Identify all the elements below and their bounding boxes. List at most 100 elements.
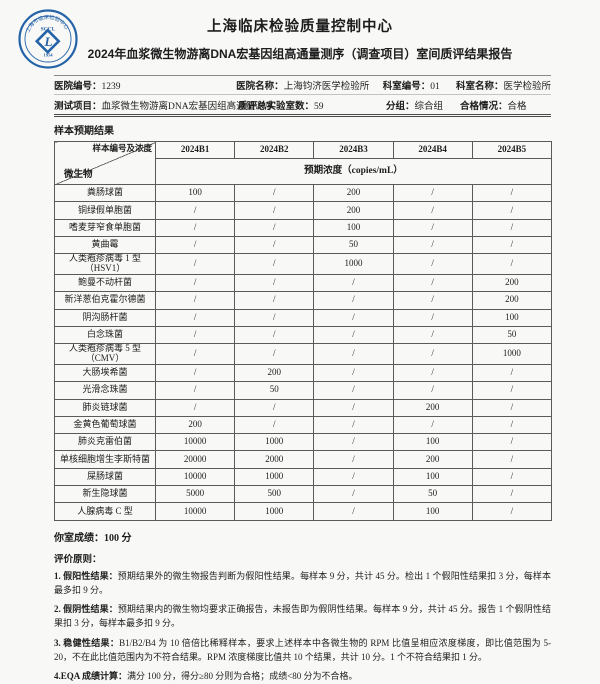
group-value: 综合组 xyxy=(414,101,444,112)
microbe-name-cell: 新洋葱伯克霍尔德菌 xyxy=(54,291,156,310)
concentration-value-cell: 500 xyxy=(234,485,315,504)
score-line: 你室成绩：100 分 xyxy=(54,532,132,544)
concentration-value-cell: / xyxy=(392,183,473,203)
concentration-value-cell: 200 xyxy=(234,363,315,383)
microbe-name-cell: 阴沟肠杆菌 xyxy=(54,308,156,327)
table-row: 人类疱疹病毒 1 型（HSV1） //1000// xyxy=(54,253,552,275)
table-row: 嗜麦芽窄食单胞菌 //100// xyxy=(54,218,552,237)
table-row: 粪肠球菌 100/200// xyxy=(54,183,552,203)
hospital-name: 医院名称：上海钧济医学检验所 xyxy=(236,78,383,92)
concentration-value-cell: / xyxy=(234,415,315,435)
lab-count: 质评总实验室数：59 xyxy=(238,98,386,112)
microbe-name-cell: 人类疱疹病毒 1 型（HSV1） xyxy=(54,253,156,275)
microbe-name-cell: 金黄色葡萄球菌 xyxy=(54,415,156,435)
hospital-id-value: 1239 xyxy=(101,82,121,92)
concentration-value-cell: / xyxy=(234,325,315,345)
logo-year: 1954 xyxy=(43,53,53,58)
concentration-value-cell: 100 xyxy=(154,183,236,203)
microbe-name-cell: 光滑念珠菌 xyxy=(54,381,156,400)
microbe-name-cell: 大肠埃希菌 xyxy=(54,363,156,383)
criteria-title: 评价原则： xyxy=(54,554,102,565)
concentration-value-cell: / xyxy=(234,201,315,220)
logo-outer-ring xyxy=(18,9,78,69)
department-id-value: 01 xyxy=(430,82,440,92)
table-row: 铜绿假单胞菌 //200// xyxy=(54,201,552,220)
concentration-value-cell: / xyxy=(154,363,236,383)
expected-concentration-header: 预期浓度（copies/mL） xyxy=(155,158,552,185)
concentration-value-cell: 1000 xyxy=(234,502,315,521)
concentration-value-cell: 100 xyxy=(392,502,473,521)
concentration-value-cell: 1000 xyxy=(471,343,552,365)
concentration-value-cell: 10000 xyxy=(154,502,236,521)
concentration-value-cell: / xyxy=(471,450,552,469)
concentration-value-cell: / xyxy=(313,433,394,452)
concentration-value-cell: / xyxy=(154,343,236,365)
table-row: 屎肠球菌 10000 1000/100/ xyxy=(54,467,552,487)
sample-header: 2024B4 xyxy=(392,141,473,159)
hospital-name-label: 医院名称： xyxy=(236,82,284,92)
table-row: 新生隐球菌 5000 500/50/ xyxy=(54,485,552,504)
concentration-value-cell: / xyxy=(154,291,236,310)
section-title: 样本预期结果 xyxy=(54,126,114,137)
test-item-label: 测试项目： xyxy=(54,101,102,112)
concentration-value-cell: / xyxy=(471,218,552,237)
microbe-name-cell: 白念珠菌 xyxy=(54,325,156,345)
concentration-value-cell: / xyxy=(313,485,394,504)
concentration-value-cell: / xyxy=(313,467,394,487)
concentration-value-cell: / xyxy=(471,398,552,417)
microbe-name-cell: 铜绿假单胞菌 xyxy=(54,201,156,220)
corner-label-microbe: 微生物 xyxy=(64,169,93,180)
microbe-name-cell: 屎肠球菌 xyxy=(54,467,156,487)
pass-status-label: 合格情况： xyxy=(460,101,508,112)
sample-header: 2024B3 xyxy=(313,141,394,159)
concentration-value-cell: / xyxy=(154,201,236,220)
concentration-value-cell: / xyxy=(471,415,552,435)
table-row: 白念珠菌 / / //50 xyxy=(54,325,552,345)
info-row-1: 医院编号：1239 医院名称：上海钧济医学检验所 科室编号：01 科室名称：医学… xyxy=(54,76,551,95)
department-id: 科室编号：01 xyxy=(383,78,456,92)
microbe-name-cell: 人类疱疹病毒 5 型（CMV） xyxy=(54,343,156,365)
concentration-value-cell: / xyxy=(234,308,315,327)
criterion-text: 预期结果外的微生物报告判断为假阳性结果。每样本 9 分，共计 45 分。检出 1… xyxy=(54,571,551,596)
report-title: 2024年血浆微生物游离DNA宏基因组高通量测序（调查项目）室间质评结果报告 xyxy=(87,47,513,61)
microbe-name-cell: 新生隐球菌 xyxy=(54,485,156,504)
criterion-eqa-score: 4.EQA 成绩计算：满分 100 分，得分≥80 分则为合格；成绩<80 分为… xyxy=(54,670,551,684)
concentration-value-cell: / xyxy=(471,381,552,400)
criterion-label: 4.EQA 成绩计算： xyxy=(54,671,128,682)
concentration-value-cell: 200 xyxy=(313,183,394,203)
department-name-label: 科室名称： xyxy=(455,82,504,92)
table-row: 鲍曼不动杆菌 / / //200 xyxy=(54,273,552,293)
microbe-name-cell: 黄曲霉 xyxy=(54,235,156,255)
concentration-value-cell: / xyxy=(471,183,552,203)
concentration-value-cell: / xyxy=(471,433,552,452)
concentration-value-cell: / xyxy=(313,502,394,521)
concentration-value-cell: 1000 xyxy=(313,253,394,275)
department-name-value: 医学检验所 xyxy=(503,82,551,92)
concentration-value-cell: / xyxy=(392,218,473,237)
subheader-row: 预期浓度（copies/mL） xyxy=(55,158,552,185)
logo-monogram: L xyxy=(44,34,53,49)
table-row: 肺炎链球菌 / //200/ xyxy=(54,398,552,417)
microbe-name-cell: 鲍曼不动杆菌 xyxy=(54,273,156,293)
microbe-name-cell: 肺炎链球菌 xyxy=(54,398,156,417)
sample-header: 2024B1 xyxy=(154,141,236,159)
group: 分组：综合组 xyxy=(386,98,460,112)
hospital-name-value: 上海钧济医学检验所 xyxy=(283,82,370,92)
table-row: 阴沟肠杆菌 / / //100 xyxy=(54,308,552,327)
criterion-text: 预期结果内的微生物均要求正确报告，未报告即为假阴性结果。每样本 9 分，共计 4… xyxy=(54,604,551,629)
concentration-value-cell: 1000 xyxy=(234,433,315,452)
concentration-value-cell: / xyxy=(471,253,552,275)
test-item-value: 血浆微生物游离DNA宏基因组高通量测序 xyxy=(101,101,275,112)
sample-header-row: 样本编号及浓度 微生物 2024B1 2024B2 2024B3 2024B4 … xyxy=(54,141,552,185)
concentration-value-cell: 200 xyxy=(471,291,552,310)
concentration-value-cell: 50 xyxy=(471,325,552,345)
concentration-value-cell: 100 xyxy=(313,218,394,237)
criterion-false-negative: 2. 假阴性结果：预期结果内的微生物均要求正确报告，未报告即为假阴性结果。每样本… xyxy=(54,603,551,631)
concentration-value-cell: / xyxy=(234,398,315,417)
criterion-false-positive: 1. 假阳性结果：预期结果外的微生物报告判断为假阳性结果。每样本 9 分，共计 … xyxy=(54,570,551,598)
table-row: 人腺病毒 C 型 10000 1000/100/ xyxy=(54,502,552,521)
pass-status: 合格情况：合格 xyxy=(460,98,551,112)
lab-count-label: 质评总实验室数： xyxy=(238,101,315,112)
concentration-value-cell: / xyxy=(313,381,394,400)
concentration-value-cell: 20000 xyxy=(154,450,236,469)
